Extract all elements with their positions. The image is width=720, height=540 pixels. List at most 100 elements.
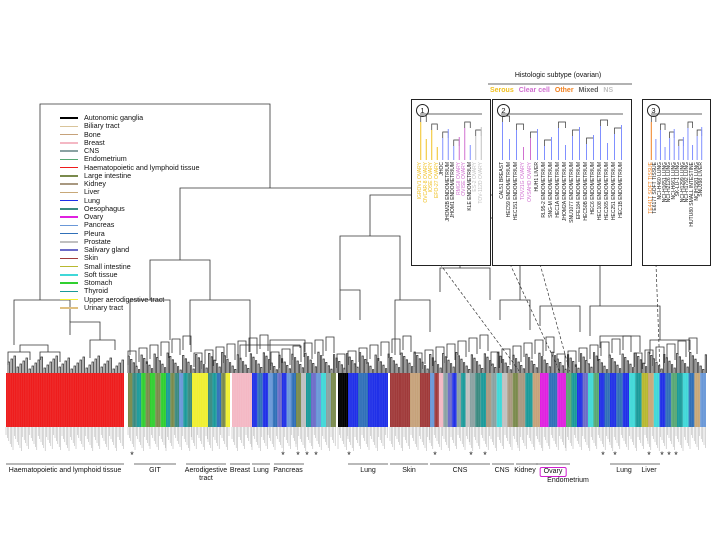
tissue-label: Kidney	[514, 467, 536, 474]
sample-bar	[316, 373, 321, 427]
dendrogram-branch	[439, 367, 442, 373]
asterisk: *	[674, 450, 678, 460]
sample-bar	[461, 373, 466, 427]
sample-bar	[577, 373, 583, 427]
sample-bar	[507, 373, 513, 427]
histology-legend: Serous Clear cell Other Mixed NS	[490, 87, 618, 94]
dendrogram-branch	[564, 368, 567, 373]
dendrogram-branch	[589, 344, 599, 361]
dendrogram-branch	[523, 342, 533, 359]
sample-bar	[338, 373, 348, 427]
dendrogram-branch	[325, 362, 328, 373]
dendrogram-branch	[361, 355, 364, 373]
legend-label: Pancreas	[84, 220, 115, 230]
sample-bar	[420, 373, 430, 427]
sample-bar	[221, 373, 226, 427]
dendrogram-branch	[517, 361, 520, 373]
dendrogram-branch	[530, 360, 533, 373]
legend-swatch	[60, 175, 78, 177]
legend-swatch	[60, 265, 78, 268]
dendrogram-branch	[442, 353, 445, 373]
dendrogram-branch	[455, 352, 458, 373]
dendrogram-branch	[82, 356, 85, 373]
legend-label: Haematopoietic and lymphoid tissue	[84, 162, 200, 172]
dendrogram-branch	[616, 364, 619, 373]
asterisk: *	[347, 450, 351, 460]
dendrogram-branch	[665, 357, 668, 373]
inset-sample-label: EFE184 ENDOMETRIUM	[576, 162, 582, 220]
dendrogram-branch	[650, 355, 653, 373]
sample-ticks	[5, 427, 706, 451]
sample-color-bars	[6, 373, 706, 427]
dendrogram-branch	[135, 365, 138, 373]
dendrogram-branch	[294, 357, 297, 373]
inset-leader-lines	[439, 263, 661, 373]
dendrogram-branch	[22, 360, 25, 373]
dendrogram-branch	[556, 353, 566, 370]
dendrogram-branch	[619, 368, 622, 373]
legend-swatch	[60, 191, 78, 194]
sample-bar	[296, 373, 301, 427]
inset-branch	[516, 123, 524, 130]
dendrogram-branch	[655, 361, 658, 373]
dendrogram-branch	[702, 369, 705, 373]
dendrogram-branch	[213, 359, 216, 373]
dendrogram-branch	[179, 369, 182, 373]
dendrogram-branch	[538, 352, 541, 373]
sample-bar	[358, 373, 368, 427]
legend-item: Stomach	[60, 278, 199, 287]
dendrogram-branch	[13, 299, 71, 345]
dendrogram-branch	[483, 353, 486, 373]
sample-bar	[700, 373, 706, 427]
dendrogram-branch	[624, 357, 627, 373]
legend-item: Ovary	[60, 212, 199, 221]
dendrogram-branch	[166, 352, 169, 373]
sample-bar	[257, 373, 263, 427]
dendrogram-branch	[446, 343, 456, 360]
dendrogram-branch	[109, 357, 112, 373]
legend-label: CNS	[84, 146, 100, 155]
inset-branch	[660, 123, 666, 130]
dendrogram-branch	[182, 335, 192, 352]
dendrogram-branch	[686, 366, 689, 373]
sample-bar	[682, 373, 689, 427]
dendrogram-branch	[19, 363, 22, 373]
dendrogram-branch	[418, 358, 421, 373]
dendrogram-branch	[100, 366, 103, 373]
dendrogram-branch	[89, 339, 116, 358]
dendrogram-branch	[450, 363, 453, 373]
inset-sample-label: HEC50B ENDOMETRIUM	[583, 162, 589, 221]
dendrogram-branch	[252, 356, 255, 373]
sample-bar	[452, 373, 457, 427]
dendrogram-branch	[118, 362, 121, 373]
sample-bar	[470, 373, 476, 427]
dendrogram-branch	[645, 366, 648, 373]
inset-sample-label: TOV-112D OVARY	[477, 162, 484, 204]
inset-sample-label: HEC1A ENDOMETRIUM	[555, 162, 561, 218]
sample-bar	[321, 373, 326, 427]
asterisk: *	[469, 450, 473, 460]
inset-sample-label: SNG-M ENDOMETRIUM	[548, 162, 554, 218]
dendrogram-branch	[115, 365, 118, 373]
tissue-legend: Autonomic ganglia Biliary tract Bone Breast…	[60, 113, 200, 312]
sample-bar	[616, 373, 623, 427]
sample-bar	[301, 373, 306, 427]
asterisk: *	[296, 450, 300, 460]
dendrogram-branch	[244, 364, 247, 373]
legend-label: Small intestine	[84, 261, 131, 271]
dendrogram-branch	[494, 367, 497, 373]
dendrogram-branch	[379, 361, 382, 373]
dendrogram-branch	[580, 353, 583, 373]
inset-branch	[678, 139, 684, 146]
dendrogram-branch	[676, 353, 679, 373]
legend-label: Urinary tract	[84, 302, 124, 312]
asterisk: *	[433, 450, 437, 460]
dendrogram-branch	[205, 367, 208, 373]
dendrogram-branch	[429, 354, 432, 373]
dendrogram-branch	[478, 364, 481, 373]
tissue-label: Lung	[616, 467, 632, 474]
dendrogram-branch	[689, 352, 692, 373]
dendrogram-branch	[561, 365, 564, 373]
asterisk: *	[601, 450, 605, 460]
legend-swatch	[60, 307, 78, 309]
